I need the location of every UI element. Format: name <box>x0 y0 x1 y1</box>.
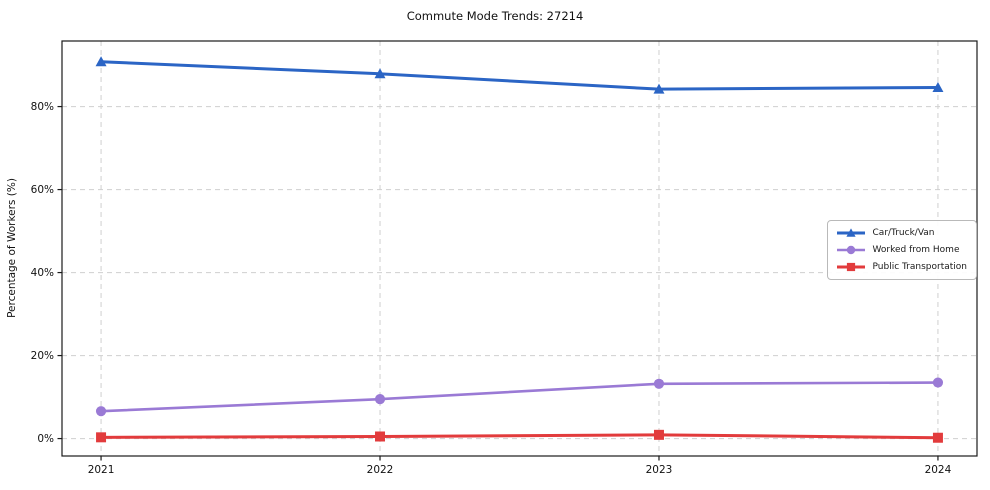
data-point-circle <box>95 406 107 417</box>
y-tick-label: 40% <box>31 267 54 279</box>
legend-label: Worked from Home <box>872 245 960 255</box>
legend-marker-circle-icon <box>836 244 866 256</box>
data-point-square <box>375 431 386 442</box>
legend-item-car-truck-van: Car/Truck/Van <box>836 226 967 240</box>
data-point-triangle <box>374 68 386 79</box>
x-tick-label: 2023 <box>646 464 673 476</box>
legend-item-worked-from-home: Worked from Home <box>836 243 967 257</box>
series-line-car-truck-van <box>99 60 940 91</box>
series-line-public-transportation <box>99 433 940 440</box>
legend-marker-triangle-icon <box>836 227 866 239</box>
y-tick-label: 60% <box>31 184 54 196</box>
data-point-square <box>96 432 107 443</box>
y-tick-label: 0% <box>37 433 54 445</box>
data-point-circle <box>846 245 855 255</box>
legend-label: Car/Truck/Van <box>872 228 935 238</box>
legend-label: Public Transportation <box>872 262 967 272</box>
chart-title: Commute Mode Trends: 27214 <box>406 9 584 23</box>
data-point-triangle <box>932 81 944 92</box>
data-point-square <box>846 262 855 272</box>
data-point-triangle <box>845 228 856 237</box>
series-line-worked-from-home <box>99 381 940 413</box>
x-tick-label: 2021 <box>88 464 115 476</box>
x-tick-label: 2024 <box>925 464 952 476</box>
legend-marker-square-icon <box>836 261 866 273</box>
data-point-square <box>653 429 664 440</box>
y-axis-label: Percentage of Workers (%) <box>6 178 18 318</box>
data-point-circle <box>932 377 944 388</box>
y-tick-label: 80% <box>31 101 54 113</box>
x-tick-label: 2022 <box>367 464 394 476</box>
data-point-circle <box>374 394 386 405</box>
data-point-triangle <box>95 56 107 67</box>
data-point-circle <box>653 378 665 389</box>
plot-frame <box>61 40 978 457</box>
legend: Car/Truck/Van Worked from Home Public Tr… <box>826 220 977 280</box>
data-point-triangle <box>653 83 665 94</box>
legend-item-public-transportation: Public Transportation <box>836 260 967 274</box>
y-tick-label: 20% <box>31 350 54 362</box>
data-point-square <box>932 432 943 443</box>
